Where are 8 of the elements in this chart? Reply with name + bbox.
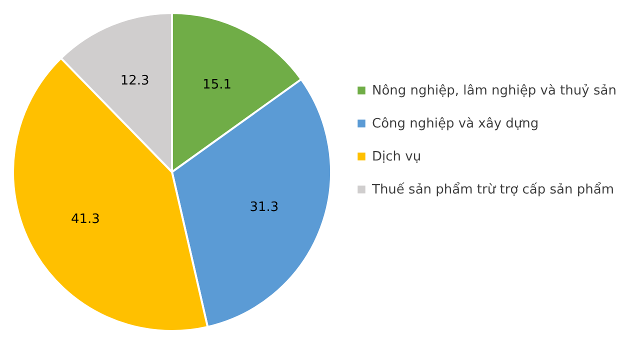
data-label: 15.1 xyxy=(202,77,232,92)
legend-label: Thuế sản phẩm trừ trợ cấp sản phẩm xyxy=(371,182,614,198)
legend-label: Công nghiệp và xây dựng xyxy=(372,116,539,132)
data-label: 31.3 xyxy=(250,200,279,215)
data-label: 12.3 xyxy=(120,74,150,89)
legend-label: Dịch vụ xyxy=(372,150,422,164)
data-label: 41.3 xyxy=(70,212,100,228)
legend-label: Nông nghiệp, lâm nghiệp và thuỷ sản xyxy=(372,84,616,98)
